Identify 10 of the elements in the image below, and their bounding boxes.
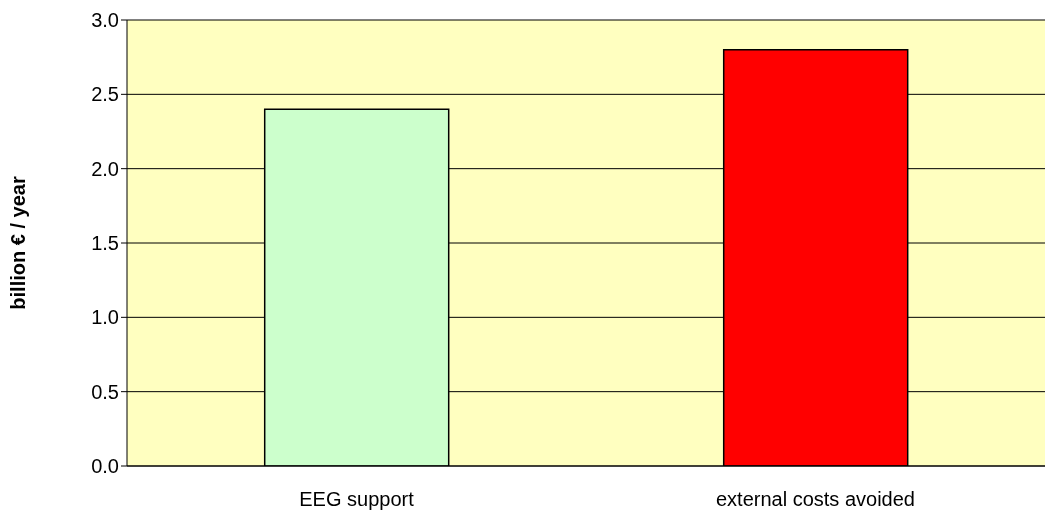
x-tick-label: EEG support: [299, 488, 415, 511]
y-tick-label: 1.5: [91, 232, 119, 255]
y-tick-label: 0.0: [91, 455, 119, 478]
x-tick-label: external costs avoided: [715, 488, 916, 511]
y-tick-label: 2.0: [91, 157, 119, 180]
y-tick-label: 0.5: [91, 380, 119, 403]
y-axis-title: billion € / year: [7, 176, 30, 310]
y-tick-label: 3.0: [91, 9, 119, 32]
y-tick-label: 1.0: [91, 306, 119, 329]
y-tick-label: 2.5: [91, 83, 119, 106]
